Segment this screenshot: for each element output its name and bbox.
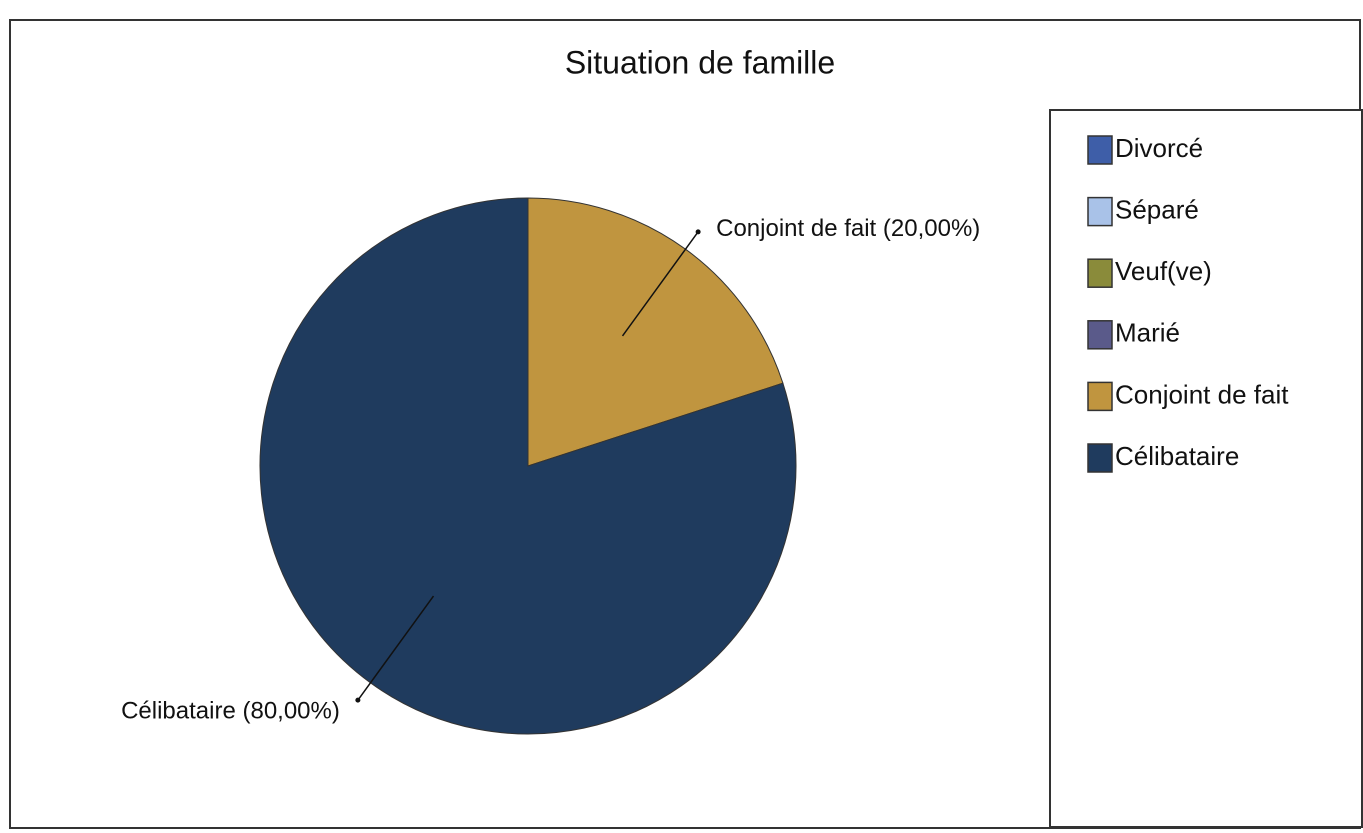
legend-swatch (1087, 443, 1113, 473)
legend-swatch (1087, 196, 1113, 227)
legend-label: Divorcé (1115, 133, 1203, 163)
legend-label: Veuf(ve) (1115, 256, 1212, 286)
chart-title: Situation de famille (565, 44, 835, 80)
legend-label: Marié (1115, 318, 1180, 348)
leader-line (357, 595, 435, 701)
leader-line (621, 231, 699, 337)
leader-dot (695, 229, 701, 235)
legend-swatch (1087, 320, 1113, 350)
legend-label: Célibataire (1115, 441, 1239, 471)
legend-swatch (1087, 135, 1113, 165)
legend-label: Séparé (1115, 194, 1199, 224)
data-label: Célibataire (80,00%) (121, 698, 340, 725)
legend-swatch (1087, 258, 1113, 288)
data-label: Conjoint de fait (20,00%) (716, 215, 980, 242)
legend-label: Conjoint de fait (1115, 379, 1289, 409)
legend-swatch (1087, 381, 1113, 412)
leader-dot (355, 697, 361, 703)
